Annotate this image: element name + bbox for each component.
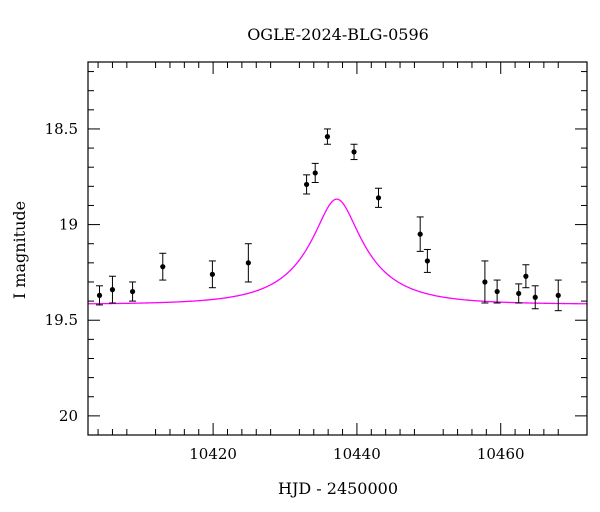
plot-area xyxy=(87,128,588,312)
point-marker xyxy=(532,294,538,300)
data-point xyxy=(531,285,539,310)
x-axis-label: HJD - 2450000 xyxy=(278,479,398,498)
y-tick-label: 19.5 xyxy=(45,311,78,329)
data-point xyxy=(481,260,489,304)
point-marker xyxy=(555,292,561,298)
model-curve xyxy=(87,198,588,305)
y-tick-label: 19 xyxy=(59,216,78,234)
data-point xyxy=(350,143,358,161)
x-tick-label: 10460 xyxy=(477,445,525,463)
point-marker xyxy=(312,170,318,176)
data-point xyxy=(208,260,216,289)
point-marker xyxy=(523,273,529,279)
data-point xyxy=(374,187,382,208)
data-point xyxy=(515,283,523,304)
point-marker xyxy=(303,181,310,188)
point-marker xyxy=(245,260,251,266)
point-marker xyxy=(494,288,500,295)
data-point xyxy=(522,264,530,289)
point-marker xyxy=(96,292,103,298)
data-point xyxy=(159,252,167,281)
point-marker xyxy=(417,231,423,237)
data-point xyxy=(244,243,252,283)
point-marker xyxy=(375,195,382,201)
y-tick-label: 20 xyxy=(59,407,78,425)
point-marker xyxy=(516,290,522,297)
point-marker xyxy=(424,258,430,264)
data-point xyxy=(554,279,562,312)
y-axis-label: I magnitude xyxy=(10,201,29,299)
plot-frame xyxy=(87,61,588,436)
point-marker xyxy=(482,279,488,285)
point-marker xyxy=(109,287,116,293)
data-point xyxy=(303,174,311,195)
x-tick-label: 10440 xyxy=(333,445,381,463)
axes: 10420 10440 10460 18.5 19 19.5 20 xyxy=(45,62,588,463)
point-marker xyxy=(129,288,136,295)
point-marker xyxy=(160,264,166,270)
data-point xyxy=(493,279,501,304)
y-tick-label: 18.5 xyxy=(45,120,78,138)
data-point xyxy=(423,248,431,273)
chart-title: OGLE-2024-BLG-0596 xyxy=(247,25,429,44)
point-marker xyxy=(324,134,331,140)
point-marker xyxy=(351,149,357,155)
point-marker xyxy=(209,271,215,277)
data-point xyxy=(323,128,331,145)
data-point xyxy=(311,162,319,184)
x-tick-label: 10420 xyxy=(189,445,237,463)
data-point xyxy=(129,281,137,302)
data-point xyxy=(416,216,424,252)
data-point xyxy=(108,275,116,304)
data-point xyxy=(96,285,104,306)
